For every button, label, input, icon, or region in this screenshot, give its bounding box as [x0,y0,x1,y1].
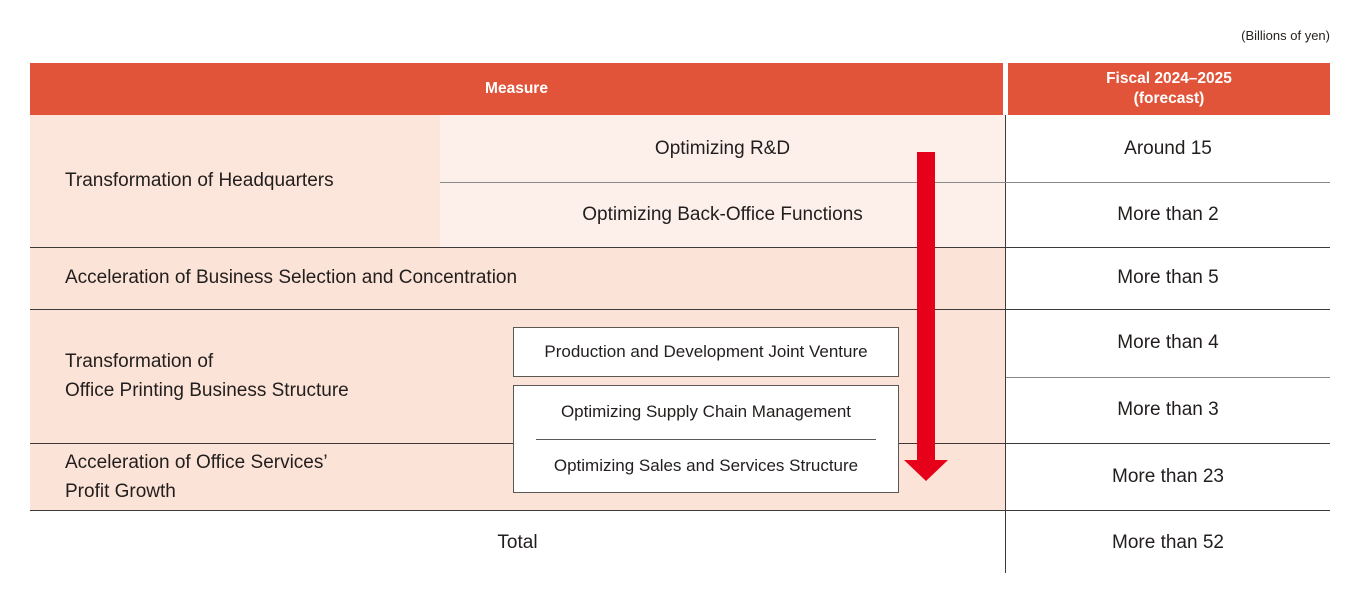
box-supply-chain: Optimizing Supply Chain Management [514,386,898,439]
supply-chain-label: Optimizing Supply Chain Management [560,402,852,422]
box-supply-chain-and-sales: Optimizing Supply Chain Management Optim… [513,385,899,493]
box-sales-services: Optimizing Sales and Services Structure [514,440,898,493]
row-divider-headquarters-selection [30,247,1330,248]
business-selection-label: Acceleration of Business Selection and C… [65,267,518,288]
value-cell-optimizing-rd: Around 15 [1006,115,1330,182]
value-cell-sales-services: More than 23 [1006,443,1330,510]
value-cell-total: More than 52 [1006,510,1330,575]
category-office-printing: Transformation of Office Printing Busine… [65,309,505,443]
category-office-services: Acceleration of Office Services’ Profit … [65,443,505,510]
column-divider-line [1005,115,1006,573]
measure-cell-optimizing-rd: Optimizing R&D [440,115,1005,182]
optimizing-rd-label: Optimizing R&D [654,137,791,159]
total-label-cell: Total [30,510,1005,575]
value-cell-back-office: More than 2 [1006,182,1330,247]
value-cell-business-selection: More than 5 [1006,247,1330,309]
office-printing-line2: Office Printing Business Structure [65,380,349,401]
value-sales-services: More than 23 [1112,465,1224,487]
value-cell-supply-chain: More than 3 [1006,377,1330,443]
measure-cell-back-office: Optimizing Back-Office Functions [440,182,1005,247]
row-divider-services-total [30,510,1330,511]
row-business-selection: Acceleration of Business Selection and C… [30,247,1005,309]
box-production-development-jv: Production and Development Joint Venture [513,327,899,377]
value-back-office: More than 2 [1117,203,1219,225]
value-production-jv: More than 4 [1117,332,1219,353]
value-business-selection: More than 5 [1117,267,1219,288]
row-divider-rd-backoffice [440,182,1330,183]
forecast-header-line1: Fiscal 2024–2025 [1106,70,1232,87]
value-total: More than 52 [1112,531,1224,553]
value-optimizing-rd: Around 15 [1124,137,1212,159]
office-printing-line1: Transformation of [65,351,214,372]
value-supply-chain: More than 3 [1117,399,1219,420]
unit-note: (Billions of yen) [1241,28,1330,43]
row-divider-jv-supplychain [1006,377,1330,378]
office-services-line2: Profit Growth [65,480,176,502]
value-cell-production-jv: More than 4 [1006,309,1330,377]
sales-services-label: Optimizing Sales and Services Structure [553,455,859,475]
back-office-label: Optimizing Back-Office Functions [582,203,863,225]
forecast-header-cell: Fiscal 2024–2025 (forecast) [1008,63,1330,115]
measure-header-cell: Measure [30,63,1003,115]
forecast-header-line2: (forecast) [1133,90,1205,107]
category-cell-headquarters: Transformation of Headquarters [30,115,475,247]
measures-table: Measure Fiscal 2024–2025 (forecast) Tran… [30,63,1330,575]
down-arrow-shaft [917,152,935,460]
measure-header-label: Measure [485,80,548,97]
box-inner-divider [536,438,876,440]
row-divider-selection-printing [30,309,1330,310]
category-headquarters-label: Transformation of Headquarters [65,170,334,191]
down-arrow-icon [904,460,948,481]
office-services-line1: Acceleration of Office Services’ [65,451,328,473]
production-jv-label: Production and Development Joint Venture [544,342,868,361]
total-label: Total [497,531,538,553]
